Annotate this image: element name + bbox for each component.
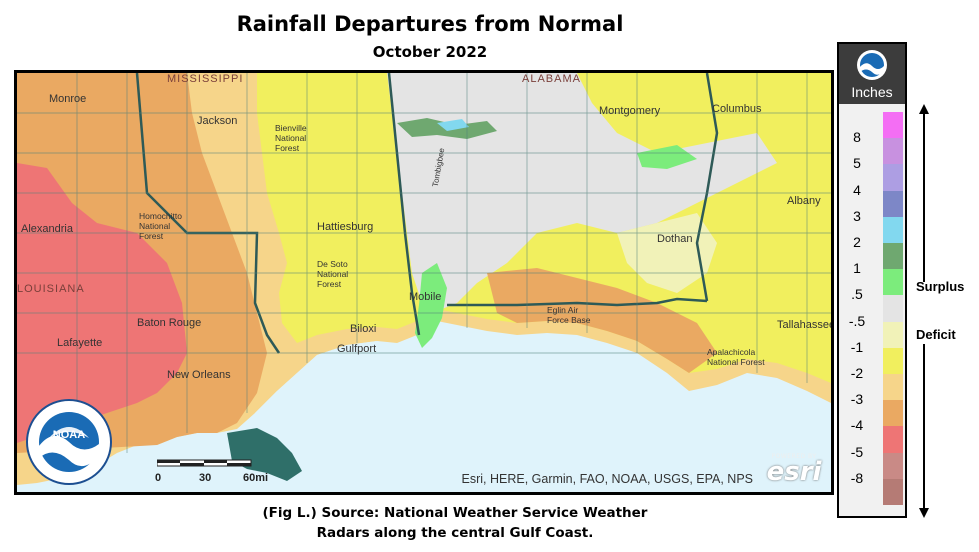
legend-tick-label: 3 [853, 207, 861, 224]
caption-line-1: (Fig L.) Source: National Weather Servic… [262, 505, 648, 521]
legend-swatch [883, 164, 903, 191]
label-alabama: ALABAMA [522, 73, 581, 85]
label-columbus: Columbus [712, 103, 762, 115]
label-montgomery: Montgomery [599, 105, 661, 117]
legend-swatch [883, 269, 903, 296]
legend-tick-label: -1 [850, 338, 864, 355]
label-tallahassee: Tallahassee [777, 319, 834, 331]
label-de-soto: De Soto National Forest [317, 259, 349, 289]
label-baton-rouge: Baton Rouge [137, 317, 202, 329]
legend-tick-label: 4 [853, 181, 861, 198]
zone-surplus-tiny [437, 119, 469, 131]
noaa-logo: NOAA [26, 399, 112, 485]
legend-swatch [883, 190, 903, 217]
legend-tick-label: 8 [853, 129, 861, 146]
caption-line-2: Radars along the central Gulf Coast. [316, 525, 594, 541]
figure-caption: (Fig L.) Source: National Weather Servic… [230, 503, 680, 543]
legend-swatch [883, 243, 903, 270]
label-homochitto: Homochitto National Forest [139, 211, 182, 241]
legend-tick-label: 1 [853, 260, 861, 277]
deficit-label: Deficit [916, 327, 956, 342]
scale-bar: 0 30 60mi [155, 458, 269, 484]
scale-label-0: 0 [155, 472, 162, 484]
zone-surplus-mobile [415, 263, 447, 348]
legend-swatch [883, 112, 903, 139]
chart-subtitle: October 2022 [372, 43, 488, 61]
label-eglin: Eglin Air Force Base [547, 305, 591, 325]
esri-logo: POWERED BY esri [765, 453, 823, 487]
legend-swatch [883, 478, 903, 505]
label-apalachicola: Apalachicola National Forest [707, 347, 765, 367]
label-albany: Albany [787, 195, 821, 207]
state-line-al-fl [447, 297, 708, 307]
label-mobile: Mobile [409, 291, 442, 303]
legend-panel: Inches 8 5 4 3 2 1 .5 -.5 -1 -2 -3 -4 -5 -8 [837, 42, 907, 518]
legend-swatch [883, 400, 903, 427]
scale-label-60: 60mi [243, 472, 269, 484]
esri-powered-by: POWERED BY [771, 453, 817, 460]
label-louisiana: LOUISIANA [17, 283, 85, 295]
legend-tick-label: -3 [850, 391, 864, 408]
legend-swatch [883, 347, 903, 374]
coast-water [255, 335, 831, 492]
legend-swatch [883, 321, 903, 348]
surplus-label: Surplus [916, 279, 965, 294]
chart-title: Rainfall Departures from Normal [236, 12, 624, 36]
legend-swatch [883, 374, 903, 401]
legend-scale: 8 5 4 3 2 1 .5 -.5 -1 -2 -3 -4 -5 -8 [839, 104, 905, 516]
noaa-header-icon [857, 50, 887, 80]
label-dothan: Dothan [657, 233, 693, 245]
legend-tick-label: -.5 [848, 312, 866, 329]
legend-swatch [883, 216, 903, 243]
scale-bar-graphic [157, 459, 252, 467]
label-biloxi: Biloxi [350, 323, 377, 335]
deficit-arrow [919, 344, 929, 518]
label-alexandria: Alexandria [21, 223, 73, 235]
esri-wordmark: esri [766, 457, 822, 487]
legend-swatch [883, 452, 903, 479]
coastal-marsh [227, 428, 302, 481]
zone-surplus-ga [637, 145, 697, 169]
label-new-orleans: New Orleans [167, 369, 231, 381]
legend-swatch [883, 138, 903, 165]
zone-orange-east [487, 268, 717, 373]
svg-text:NOAA: NOAA [53, 429, 85, 441]
scale-label-30: 30 [199, 472, 212, 484]
legend-tick-label: -2 [850, 365, 864, 381]
label-gulfport: Gulfport [337, 343, 377, 355]
legend-header: Inches [839, 44, 905, 104]
label-hattiesburg: Hattiesburg [317, 221, 374, 233]
rainfall-map[interactable]: MISSISSIPPI ALABAMA Monroe Jackson Bienv… [14, 70, 834, 495]
label-mississippi: MISSISSIPPI [167, 73, 244, 85]
label-lafayette: Lafayette [57, 337, 103, 349]
legend-tick-label: 2 [853, 234, 861, 250]
county-grid [17, 73, 831, 453]
surplus-arrow [919, 104, 929, 282]
legend-swatch [883, 426, 903, 453]
label-jackson: Jackson [197, 115, 238, 127]
legend-tick-label: .5 [851, 286, 863, 303]
legend-tick-label: 5 [853, 155, 861, 172]
label-monroe: Monroe [49, 93, 87, 105]
legend-swatch [883, 295, 903, 322]
map-attribution[interactable]: Esri, HERE, Garmin, FAO, NOAA, USGS, EPA… [461, 472, 754, 486]
legend-tick-label: -8 [850, 469, 864, 486]
legend-units: Inches [851, 84, 893, 100]
rainfall-map-canvas [17, 73, 831, 492]
legend-tick-label: -5 [850, 443, 864, 460]
label-bienville: Bienville National Forest [275, 123, 307, 153]
legend-tick-label: -4 [850, 417, 864, 434]
